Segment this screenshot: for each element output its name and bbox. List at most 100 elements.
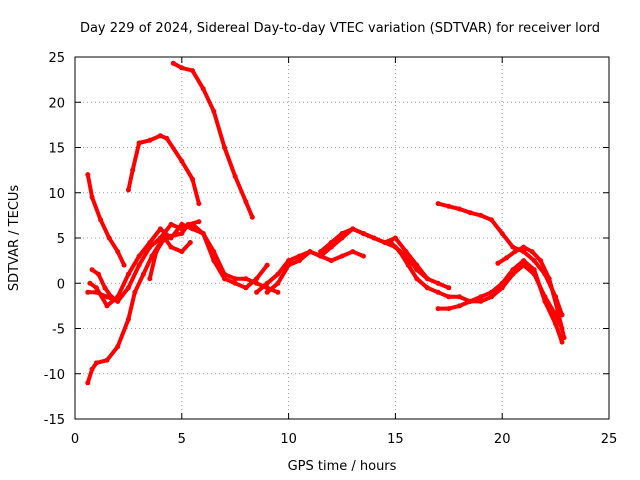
data-point xyxy=(196,219,202,225)
data-point xyxy=(446,306,452,312)
data-point xyxy=(467,210,473,216)
data-point xyxy=(555,307,561,313)
data-point xyxy=(170,60,176,66)
data-point xyxy=(232,174,238,179)
data-point xyxy=(168,244,174,250)
data-point xyxy=(249,214,255,220)
data-point xyxy=(162,235,168,241)
data-point xyxy=(85,172,91,178)
data-point xyxy=(478,212,484,218)
data-point xyxy=(222,276,227,282)
data-point xyxy=(168,221,174,227)
data-point xyxy=(405,262,411,268)
data-point xyxy=(164,135,170,141)
x-tick-label: 15 xyxy=(387,432,404,447)
data-point xyxy=(328,240,334,245)
data-point xyxy=(275,280,281,286)
data-point xyxy=(529,249,535,255)
data-point xyxy=(435,280,441,286)
data-point xyxy=(559,339,565,345)
data-point xyxy=(85,289,91,295)
data-point xyxy=(130,167,136,173)
data-point xyxy=(397,249,403,255)
data-point xyxy=(424,276,430,282)
data-point xyxy=(125,316,131,322)
data-point xyxy=(104,303,110,309)
data-point xyxy=(254,276,260,282)
data-point xyxy=(489,217,494,223)
data-point xyxy=(478,298,484,304)
data-point xyxy=(121,262,127,268)
x-tick-label: 20 xyxy=(494,432,511,447)
data-point xyxy=(136,262,142,268)
data-point xyxy=(388,240,394,245)
data-point xyxy=(232,280,238,286)
x-axis-label: GPS time / hours xyxy=(288,459,397,474)
data-point xyxy=(93,285,99,291)
series-track-13 xyxy=(435,258,565,345)
data-point xyxy=(140,271,146,277)
data-point xyxy=(510,244,516,250)
y-tick-label: 10 xyxy=(48,187,65,202)
data-point xyxy=(190,221,195,227)
data-point xyxy=(115,298,121,304)
data-point xyxy=(157,133,163,139)
data-point xyxy=(446,203,452,209)
data-point xyxy=(196,201,202,207)
data-point xyxy=(360,231,366,236)
data-point xyxy=(371,235,377,241)
series-track-7 xyxy=(89,267,121,304)
y-tick-label: 0 xyxy=(57,277,65,292)
data-point xyxy=(275,271,281,277)
data-point xyxy=(553,321,559,327)
data-point xyxy=(168,235,174,241)
axis-tick-labels: 0 5 10 15 20 25 -15 -10 -5 0 5 10 15 20 25 xyxy=(44,51,618,447)
data-point xyxy=(318,253,324,259)
data-point xyxy=(179,158,185,164)
y-tick-label: 25 xyxy=(48,51,65,66)
data-point xyxy=(147,240,153,245)
data-point xyxy=(243,285,249,291)
data-point xyxy=(200,86,206,92)
data-point xyxy=(179,221,185,227)
data-point xyxy=(275,289,281,295)
data-point xyxy=(115,249,121,255)
data-point xyxy=(254,289,260,295)
data-point xyxy=(125,271,131,277)
series-line xyxy=(265,249,366,295)
data-point xyxy=(106,235,112,241)
data-point xyxy=(318,249,324,255)
series-track-15 xyxy=(495,244,567,341)
data-point xyxy=(478,294,484,300)
data-point xyxy=(211,108,217,114)
data-point xyxy=(561,335,567,341)
data-point xyxy=(102,285,108,291)
data-point xyxy=(222,145,227,150)
data-point xyxy=(190,68,195,74)
data-point xyxy=(179,231,185,236)
data-point xyxy=(87,280,93,286)
data-point xyxy=(542,298,548,304)
data-point xyxy=(350,249,356,255)
data-point xyxy=(360,253,366,259)
data-point xyxy=(211,258,217,264)
data-point xyxy=(489,294,494,300)
data-point xyxy=(98,217,104,223)
data-point xyxy=(435,201,441,207)
data-point xyxy=(495,260,501,266)
data-point xyxy=(286,258,292,264)
data-point xyxy=(136,140,142,146)
plot-frame xyxy=(74,56,610,420)
data-point xyxy=(538,258,544,264)
data-point xyxy=(147,276,153,282)
data-point xyxy=(382,240,388,245)
data-point xyxy=(499,231,505,236)
data-point xyxy=(89,267,95,273)
data-point xyxy=(414,267,420,273)
data-point xyxy=(89,366,95,372)
data-point xyxy=(296,258,302,264)
data-point xyxy=(243,199,249,205)
data-point xyxy=(136,253,142,259)
data-point xyxy=(435,289,441,295)
